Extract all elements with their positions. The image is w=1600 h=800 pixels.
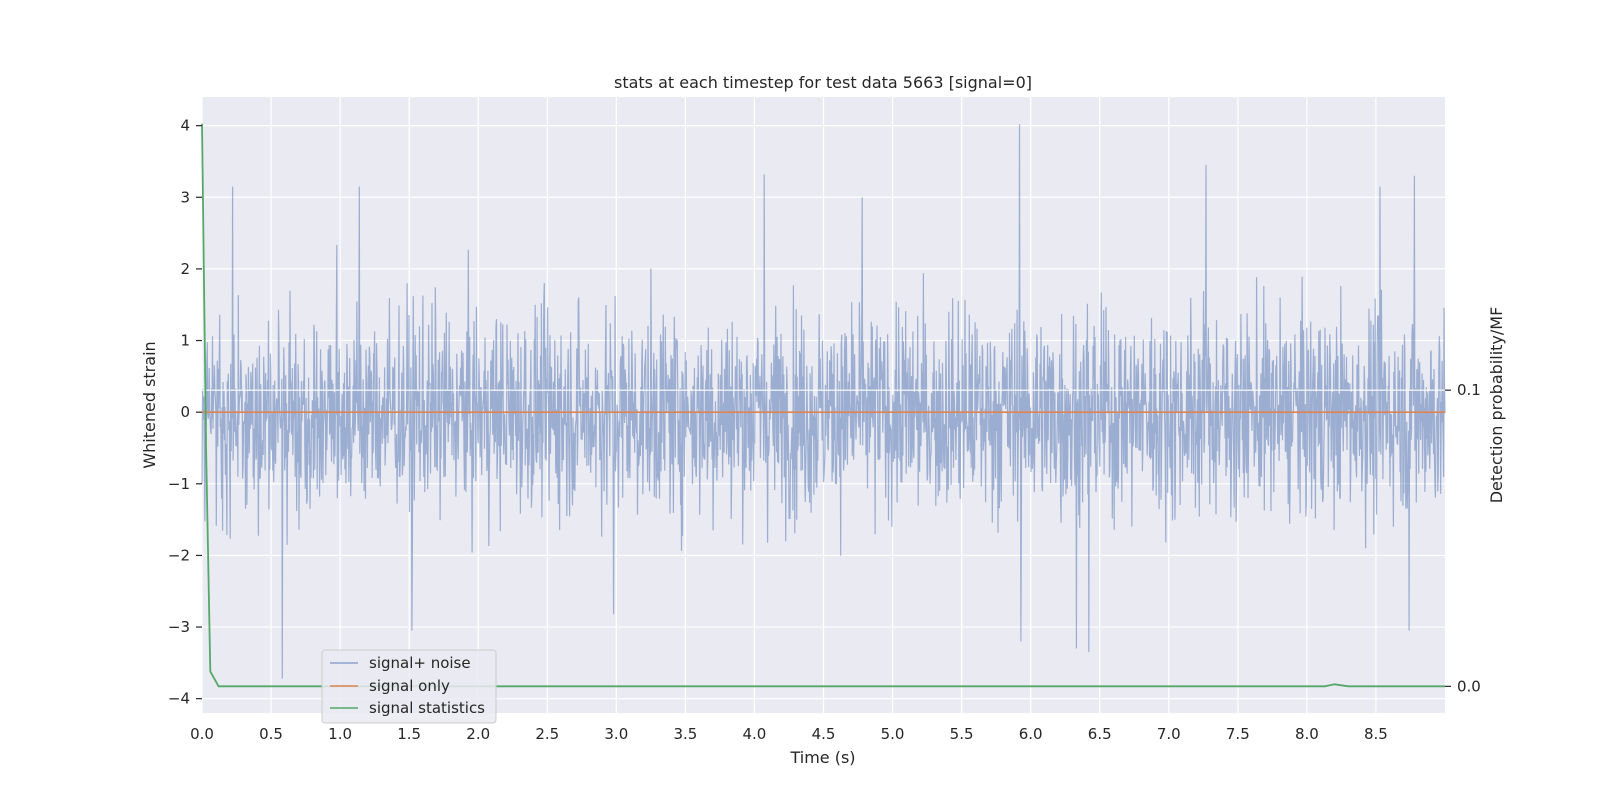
y-tick-label: −2 [168, 546, 190, 564]
x-tick-label: 6.5 [1088, 725, 1112, 743]
y-tick-label: 0 [180, 403, 190, 421]
y-axis-ticks: −4 −3 −2 −1 0 1 2 3 4 [168, 117, 202, 708]
x-tick-label: 5.0 [881, 725, 905, 743]
chart-title: stats at each timestep for test data 566… [614, 73, 1032, 92]
legend-label-signal-statistics: signal statistics [369, 699, 485, 717]
x-tick-label: 7.5 [1226, 725, 1250, 743]
x-tick-label: 7.0 [1157, 725, 1181, 743]
x-tick-label: 8.0 [1295, 725, 1319, 743]
series-signal-noise-line [201, 124, 1446, 679]
y-tick-label: 1 [180, 332, 190, 350]
legend-label-signal-noise: signal+ noise [369, 654, 471, 672]
y-tick-label: 4 [180, 117, 190, 135]
right-axis-label: Detection probability/MF [1487, 307, 1506, 504]
x-axis-ticks: 0.0 0.5 1.0 1.5 2.0 2.5 3.0 3.5 4.0 4.5 5.0 5.5 6.0 6… [190, 725, 1388, 743]
series-signal-statistics-line [201, 123, 1445, 688]
y-tick-label: −3 [168, 618, 190, 636]
x-tick-label: 4.5 [812, 725, 836, 743]
y-tick-label: 2 [180, 260, 190, 278]
x-tick-label: 2.0 [466, 725, 490, 743]
right-tick-label: 0.0 [1457, 677, 1481, 695]
legend: signal+ noise signal only signal statist… [321, 649, 497, 724]
right-tick-label: 0.1 [1457, 381, 1481, 399]
legend-box [321, 649, 497, 724]
x-tick-label: 3.5 [673, 725, 697, 743]
y-axis-label: Whitened strain [140, 341, 159, 468]
x-tick-label: 1.0 [328, 725, 352, 743]
x-tick-label: 3.0 [604, 725, 628, 743]
y-tick-label: −4 [168, 690, 190, 708]
x-tick-label: 8.5 [1364, 725, 1388, 743]
legend-label-signal-only: signal only [369, 677, 450, 695]
x-tick-label: 1.5 [397, 725, 421, 743]
x-tick-label: 0.0 [190, 725, 214, 743]
x-tick-label: 4.0 [743, 725, 767, 743]
x-tick-label: 6.0 [1019, 725, 1043, 743]
x-tick-label: 0.5 [259, 725, 283, 743]
x-axis-label: Time (s) [789, 748, 855, 767]
x-tick-label: 5.5 [950, 725, 974, 743]
right-axis-ticks: 0.0 0.1 [1445, 381, 1481, 695]
y-tick-label: 3 [180, 188, 190, 206]
y-tick-label: −1 [168, 475, 190, 493]
x-tick-label: 2.5 [535, 725, 559, 743]
